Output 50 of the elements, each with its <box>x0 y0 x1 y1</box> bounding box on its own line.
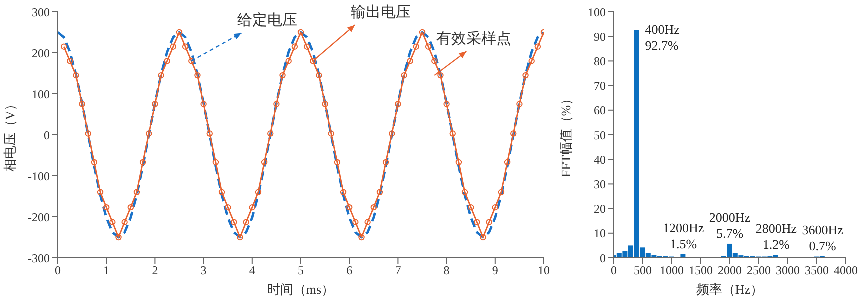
annotation: 1200Hz 1.5% <box>663 220 704 252</box>
annotation: 给定电压 <box>238 12 298 30</box>
x-tick-label: 2000 <box>718 264 742 278</box>
y-tick-label: -100 <box>28 169 50 184</box>
x-tick-label: 10 <box>538 264 550 278</box>
x-tick-label: 500 <box>634 264 652 278</box>
y-tick-label: 60 <box>594 104 606 118</box>
x-tick-label: 3 <box>200 264 207 278</box>
y-axis-title: 相电压（V） <box>2 98 18 172</box>
annotation: 2800Hz 1.2% <box>756 221 798 252</box>
y-tick-label: 10 <box>594 226 606 241</box>
x-axis-title: 频率（Hz） <box>696 282 764 296</box>
y-tick-label: -300 <box>28 251 50 266</box>
y-tick-label: -200 <box>28 210 50 224</box>
y-tick-label: 100 <box>32 87 50 102</box>
y-axis-title: FFT幅值（%） <box>558 92 574 178</box>
y-tick-label: 50 <box>594 128 606 142</box>
x-tick-label: 0 <box>611 264 617 278</box>
x-tick-label: 3000 <box>776 264 800 278</box>
y-tick-label: 30 <box>594 177 606 192</box>
x-tick-label: 4 <box>249 264 256 278</box>
y-tick-label: 0 <box>44 128 50 142</box>
x-tick-label: 9 <box>492 264 498 278</box>
x-tick-label: 7 <box>395 264 402 278</box>
x-tick-label: 3500 <box>805 264 829 278</box>
x-tick-label: 2 <box>152 264 158 278</box>
y-tick-label: 300 <box>32 5 50 20</box>
annotation: 400Hz 92.7% <box>645 22 680 53</box>
x-tick-label: 0 <box>55 264 61 278</box>
x-tick-label: 5 <box>298 264 304 278</box>
x-tick-label: 8 <box>444 264 450 278</box>
x-tick-label: 4000 <box>834 264 858 278</box>
x-tick-label: 1000 <box>660 264 684 278</box>
annotation: 3600Hz 0.7% <box>802 222 844 254</box>
y-tick-label: 100 <box>588 5 606 20</box>
annotation: 有效采样点 <box>436 30 512 48</box>
y-tick-label: 70 <box>594 79 606 94</box>
y-tick-label: 200 <box>32 46 50 60</box>
y-tick-label: 90 <box>594 30 606 44</box>
annotation: 2000Hz 5.7% <box>709 210 751 241</box>
y-tick-label: 20 <box>594 202 606 216</box>
y-tick-label: 80 <box>594 54 606 68</box>
x-tick-label: 1 <box>104 264 110 278</box>
y-tick-label: 40 <box>594 152 606 167</box>
y-tick-label: 0 <box>600 251 606 266</box>
x-tick-label: 1500 <box>689 264 713 278</box>
x-tick-label: 2500 <box>747 264 771 278</box>
x-axis-title: 时间（ms） <box>267 282 335 296</box>
annotation: 输出电压 <box>351 4 412 22</box>
x-tick-label: 6 <box>346 264 353 278</box>
